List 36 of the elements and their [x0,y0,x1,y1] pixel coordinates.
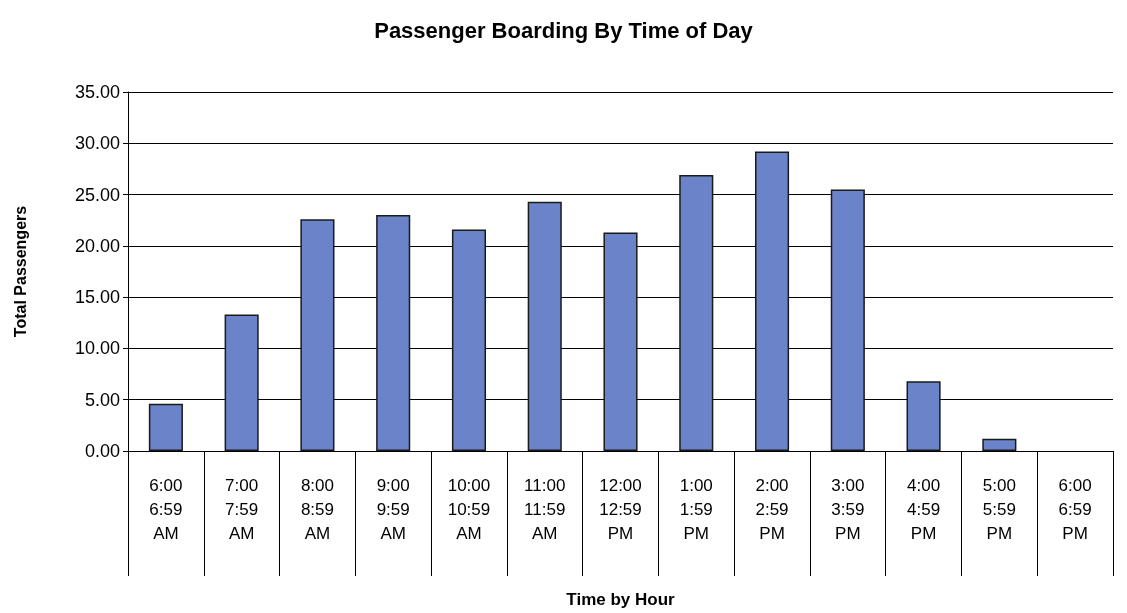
y-tick-label: 30.00 [74,133,120,154]
x-tick-label: 12:00 12:59 PM [599,475,642,543]
bar [754,151,790,451]
x-tick-label: 1:00 1:59 PM [679,475,713,543]
y-tick-label: 0.00 [84,441,120,461]
x-tick-label: 6:00 6:59 PM [1058,475,1092,543]
y-tick-label: 35.00 [74,82,120,102]
bar [830,189,865,451]
y-tick-label: 20.00 [74,235,120,256]
x-tick-label: 9:00 9:59 AM [376,475,410,543]
bar [451,229,487,451]
x-tick-label: 10:00 10:59 AM [447,475,491,543]
x-tick-label: 7:00 7:59 AM [225,475,259,543]
bar [679,175,714,451]
bar [906,381,941,451]
y-tick-label: 10.00 [74,338,120,359]
bar [148,403,183,451]
x-tick-label: 4:00 4:59 PM [907,475,941,543]
x-tick-label: 11:00 11:59 AM [524,475,566,543]
bar [376,215,411,451]
x-tick-label: 8:00 8:59 AM [300,475,334,543]
x-tick-label: 3:00 3:59 PM [831,475,865,543]
y-tick-label: 25.00 [74,184,120,205]
y-tick-label: 15.00 [74,287,120,308]
bar [527,201,562,451]
chart-title: Passenger Boarding By Time of Day [374,17,754,43]
bar [224,314,259,451]
bar [603,232,638,451]
bar [982,438,1017,451]
bar [300,219,335,451]
x-axis-title: Time by Hour [566,590,676,609]
x-tick-label: 6:00 6:59 AM [149,475,183,543]
x-tick-label: 5:00 5:59 PM [982,475,1016,543]
y-axis-title: Total Passengers [11,205,29,338]
y-tick-label: 5.00 [84,389,120,410]
x-tick-label: 2:00 2:59 PM [755,475,789,543]
